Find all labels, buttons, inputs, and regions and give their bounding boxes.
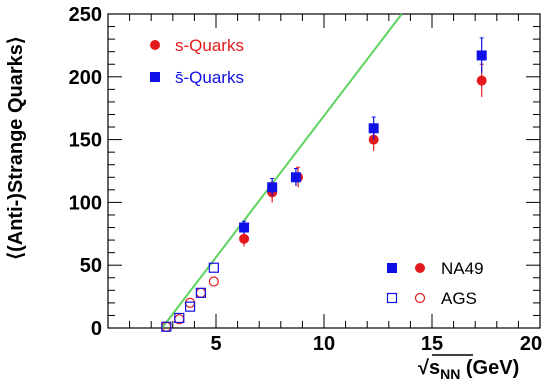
- data-point: [174, 312, 185, 324]
- data-point: [239, 222, 250, 233]
- data-point: [239, 233, 250, 244]
- y-tick-label: 200: [69, 67, 102, 89]
- fit-line: [161, 13, 403, 329]
- data-point: [195, 287, 206, 298]
- data-point: [476, 75, 487, 86]
- legend-marker: [415, 263, 425, 273]
- y-axis-title: ⟨(Anti-)Strange Quarks⟩: [5, 36, 27, 259]
- x-axis-title: √sNN (GeV): [418, 357, 519, 382]
- data-point: [267, 182, 278, 193]
- y-tick-label: 50: [80, 255, 102, 277]
- data-point: [476, 50, 487, 61]
- y-tick-label: 250: [69, 4, 102, 26]
- plot-frame: [107, 13, 541, 329]
- data-point: [368, 123, 379, 134]
- legend-label: s-Quarks: [175, 36, 244, 55]
- data-point: [161, 321, 172, 332]
- legend-marker: [386, 292, 398, 304]
- data-point: [290, 172, 301, 183]
- data-point: [195, 287, 206, 298]
- legend-marker: [387, 263, 397, 273]
- y-tick-label: 0: [91, 318, 102, 340]
- y-tick-label: 150: [69, 130, 102, 152]
- data-marks: [161, 37, 487, 332]
- data-point: [184, 301, 196, 312]
- data-point: [208, 262, 219, 273]
- legend-marker: [150, 40, 160, 50]
- x-tick-label: 10: [313, 333, 335, 355]
- x-tick-label: 20: [520, 333, 542, 355]
- y-tick-label: 100: [69, 192, 102, 214]
- data-point: [208, 276, 219, 287]
- legend: s-Quarks s̄-Quarks NA49 AGS: [150, 36, 484, 308]
- legend-marker: [414, 292, 426, 304]
- data-point: [184, 297, 196, 308]
- legend-label: AGS: [441, 289, 477, 308]
- legend-label: NA49: [441, 259, 484, 278]
- legend-marker: [150, 72, 160, 82]
- fit-line-group: [161, 13, 403, 329]
- x-tick-label: 5: [210, 333, 221, 355]
- legend-label: s̄-Quarks: [175, 68, 244, 87]
- x-tick-label: 15: [421, 333, 443, 355]
